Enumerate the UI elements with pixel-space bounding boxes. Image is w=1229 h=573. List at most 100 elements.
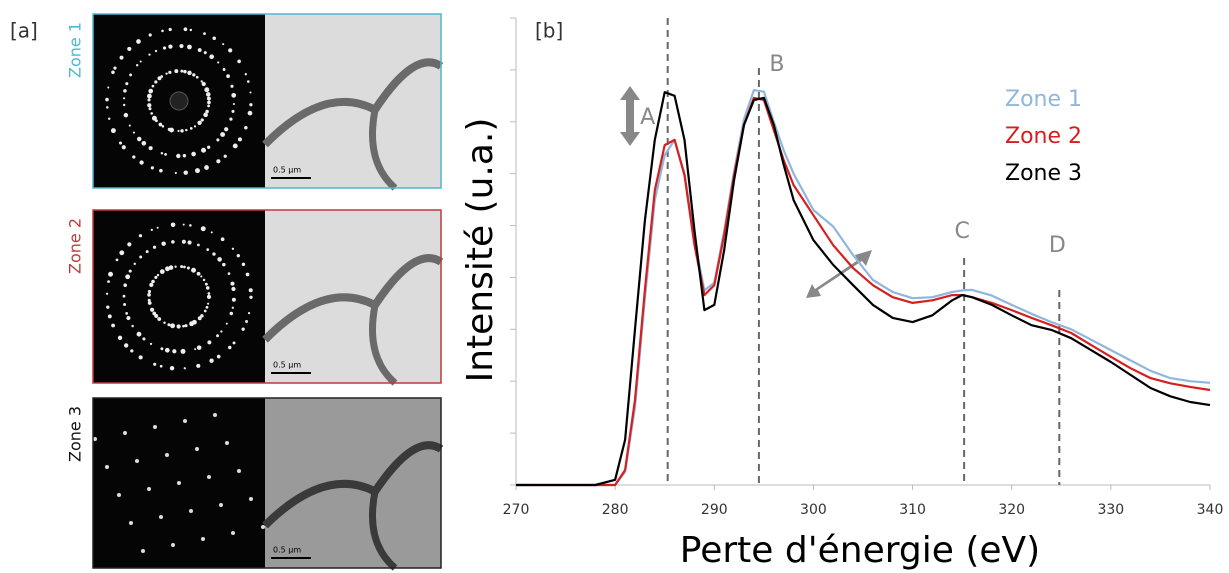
diffraction-spot (232, 103, 235, 106)
panel-label: [a] (10, 19, 38, 43)
diffraction-spot (200, 275, 203, 278)
diffraction-spot (164, 347, 170, 353)
diffraction-spot (203, 112, 208, 118)
diffraction-spot (117, 335, 123, 341)
diffraction-spot (161, 241, 166, 246)
diffraction-spot (154, 49, 158, 53)
diffraction-spot (168, 27, 172, 32)
diffraction-spot (139, 255, 143, 259)
diffraction-spot (107, 117, 111, 120)
diffraction-spot (200, 118, 204, 122)
diffraction-spot (223, 154, 227, 158)
diffraction-spot (247, 110, 253, 116)
diffraction-spot (157, 76, 162, 81)
x-tick-label: 280 (602, 502, 629, 518)
scale-label: 0.5 µm (273, 166, 301, 175)
diffraction-spot (179, 43, 184, 49)
diffraction-spot (135, 64, 139, 67)
diffraction-spot (207, 292, 211, 295)
diffraction-spot (183, 265, 186, 269)
diffraction-spot (93, 437, 97, 441)
diffraction-spot (132, 131, 136, 134)
diffraction-spot (145, 250, 149, 254)
marker-label: D (1049, 233, 1066, 258)
diffraction-spot (128, 269, 132, 273)
beam-stop (169, 91, 189, 111)
diffraction-spot (123, 302, 127, 306)
membrane (262, 254, 444, 343)
diffraction-spot (230, 84, 234, 88)
diffraction-spot (119, 55, 124, 60)
diffraction-spot (159, 515, 163, 519)
diffraction-spot (207, 104, 210, 108)
diffraction-spot (247, 312, 251, 315)
diffraction-spot (232, 143, 238, 149)
diffraction-spot (183, 69, 187, 74)
membrane (369, 490, 398, 571)
diffraction-spot (177, 481, 181, 485)
arrow (806, 250, 872, 298)
diffraction-spot (216, 159, 221, 164)
diffraction-spot (111, 70, 115, 75)
diffraction-spot (113, 66, 117, 70)
diffraction-spot (172, 349, 177, 354)
diffraction-spot (220, 330, 223, 333)
diffraction-spot (187, 70, 192, 76)
diffraction-spot (241, 327, 245, 331)
membrane (262, 441, 444, 529)
diffraction-spot (151, 115, 157, 121)
diffraction-spot (152, 245, 157, 249)
diffraction-spot (206, 248, 210, 251)
diffraction-spot (147, 289, 152, 294)
panel-a: 0.5 µm Zone 1 0.5 µm Zone 2 0.5 µm Zone 3 (66, 13, 444, 571)
diffraction-spot (160, 75, 164, 78)
diffraction-spot (165, 266, 170, 272)
diffraction-spot (182, 154, 187, 158)
diffraction-spot (153, 425, 157, 429)
diffraction-spot (222, 262, 226, 267)
diffraction-spot (156, 226, 159, 229)
diffraction-spot (249, 497, 253, 501)
diffraction-spot (107, 86, 110, 89)
diffraction-spot (244, 73, 247, 76)
diffraction-spot (139, 160, 144, 165)
diffraction-spot (207, 340, 212, 345)
diffraction-spot (148, 146, 153, 151)
diffraction-spot (207, 475, 211, 479)
diffraction-spot (135, 459, 139, 463)
diffraction-spot (115, 258, 119, 262)
diffraction-spot (180, 69, 184, 73)
diffraction-spot (167, 127, 172, 132)
diffraction-spot (220, 237, 225, 242)
diffraction-spot (207, 302, 210, 305)
diffraction-spot (196, 345, 202, 350)
diffraction-image (93, 210, 265, 383)
membrane (369, 109, 398, 191)
diffraction-spot (181, 239, 186, 244)
diffraction-spot (207, 145, 211, 149)
diffraction-spot (236, 253, 241, 258)
diffraction-spot (189, 321, 195, 327)
marker-label: C (954, 219, 969, 244)
membrane (262, 58, 444, 148)
legend-label: Zone 2 (1005, 124, 1082, 149)
diffraction-spot (217, 61, 220, 64)
diffraction-spot (189, 127, 193, 130)
x-tick-label: 290 (701, 502, 728, 518)
diffraction-spot (207, 100, 211, 105)
diffraction-spot (171, 240, 175, 244)
zone-label: Zone 3 (66, 406, 85, 462)
diffraction-spot (212, 252, 216, 256)
diffraction-spot (203, 32, 206, 36)
diffraction-spot (237, 59, 241, 64)
diffraction-spot (200, 80, 203, 83)
x-tick-label: 330 (1097, 502, 1124, 518)
diffraction-spot (228, 345, 232, 350)
diffraction-spot (195, 75, 199, 79)
diffraction-spot (106, 106, 109, 109)
membrane (369, 304, 398, 386)
diffraction-spot (189, 28, 193, 32)
diffraction-spot (222, 43, 225, 46)
diffraction-spot (147, 103, 152, 108)
legend-label: Zone 1 (1005, 87, 1082, 112)
